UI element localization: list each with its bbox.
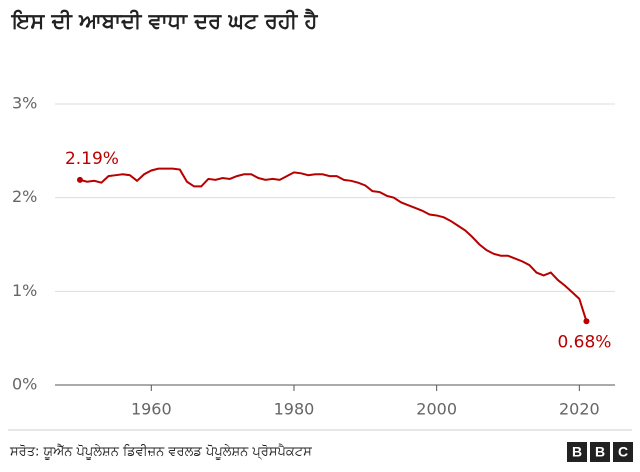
point (76, 176, 83, 183)
source: ਸਰੋਤ: ਯੂਐੱਨ ਪੋਪੂਲੇਸ਼ਨ ਡਿਵੀਜ਼ਨ ਵਰਲਡ ਪੋਪੂਲ… (9, 444, 312, 461)
logo-letter: B (572, 444, 582, 460)
x-tick-label: 2000 (416, 400, 457, 419)
chart-title: ਇਸ ਦੀ ਆਬਾਦੀ ਵਾਧਾ ਦਰ ਘਟ ਰਹੀ ਹੈ (10, 8, 318, 33)
y-tick-label: 3% (12, 94, 37, 113)
logo-letter: B (595, 444, 605, 460)
value-label: 0.68% (557, 332, 611, 352)
line (79, 167, 588, 322)
x-tick-label: 1960 (131, 400, 172, 419)
point (583, 318, 590, 325)
logo-box (613, 442, 633, 462)
y-tick-label: 1% (12, 281, 37, 300)
y-tick-label: 0% (12, 375, 37, 394)
y-tick-label: 2% (12, 187, 37, 206)
x-tick-label: 2020 (559, 400, 600, 419)
logo-box (590, 442, 610, 462)
logo-box (567, 442, 587, 462)
logo-letter: C (618, 444, 628, 460)
x-tick-label: 1980 (274, 400, 315, 419)
value-label: 2.19% (65, 149, 119, 169)
